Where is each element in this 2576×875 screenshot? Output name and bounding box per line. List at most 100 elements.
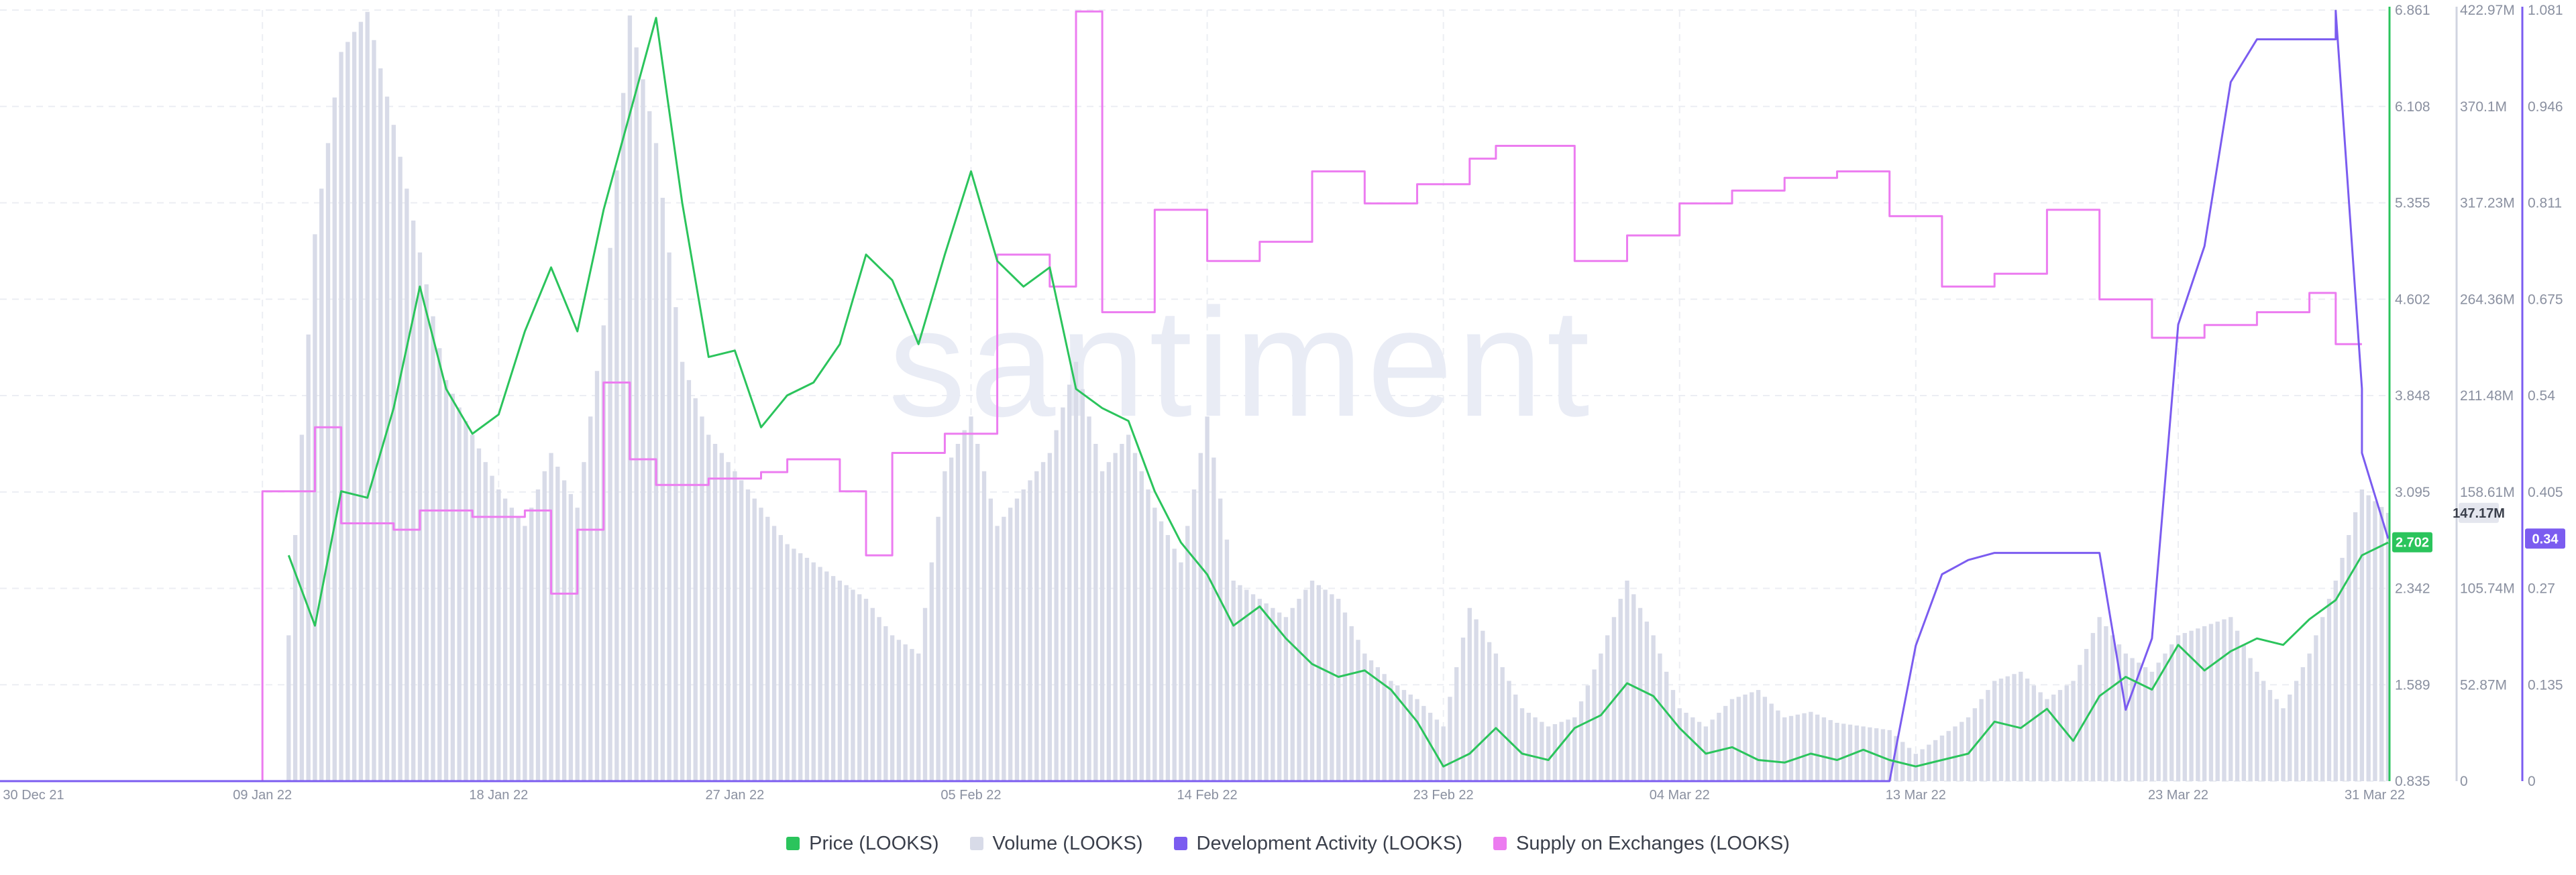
volume-bar <box>2215 622 2220 781</box>
price-value-badge-bg <box>2392 532 2432 552</box>
x-tick-label: 04 Mar 22 <box>1650 788 1710 803</box>
volume-tick-label: 317.23M <box>2460 196 2515 211</box>
price-value-badge-text: 2.702 <box>2396 536 2429 550</box>
volume-bar <box>680 361 685 781</box>
volume-bar <box>2045 699 2049 781</box>
x-tick-label: 13 Mar 22 <box>1886 788 1946 803</box>
volume-bar <box>1939 736 1945 781</box>
volume-bar <box>1540 721 1544 781</box>
volume-bar <box>1336 599 1341 781</box>
volume-bar <box>2084 648 2089 781</box>
legend-item-volume[interactable]: Volume (LOOKS) <box>969 833 1143 855</box>
volume-bar <box>712 444 718 781</box>
volume-bar <box>706 434 711 781</box>
volume-bar <box>2373 501 2377 781</box>
volume-bar <box>1533 717 1538 781</box>
volume-bar <box>686 380 692 781</box>
volume-bar <box>535 489 541 781</box>
supply-swatch-icon <box>1493 837 1507 850</box>
dev_activity-tick-label: 0.811 <box>2528 196 2562 211</box>
legend-item-dev-activity[interactable]: Development Activity (LOOKS) <box>1173 833 1462 855</box>
price-tick-label: 6.861 <box>2395 3 2430 18</box>
volume-bar <box>496 489 501 781</box>
price-tick-label: 3.848 <box>2395 388 2430 404</box>
price-tick-label: 1.589 <box>2395 677 2430 693</box>
volume-bar <box>1992 681 1997 781</box>
price-tick-label: 0.835 <box>2395 774 2430 789</box>
volume-bar <box>1250 594 1256 781</box>
volume-bar <box>2385 512 2391 781</box>
volume-bar <box>1342 612 1348 781</box>
volume-bar <box>2051 694 2056 781</box>
volume-bar <box>936 516 941 781</box>
volume-bar <box>1087 416 1091 781</box>
legend-item-price[interactable]: Price (LOOKS) <box>786 833 939 855</box>
volume-bar <box>857 594 862 781</box>
volume-bar <box>332 97 337 782</box>
price-value-badge: 2.702 <box>2392 532 2432 552</box>
volume-bar <box>411 220 416 782</box>
volume-value-badge: 147.17M <box>2453 502 2505 523</box>
volume-bar <box>2353 512 2358 781</box>
volume-bar <box>529 508 534 781</box>
volume-bar <box>1316 585 1322 781</box>
volume-bar <box>2314 635 2318 781</box>
volume-bar <box>1218 498 1223 781</box>
dev_activity-tick-label: 0.946 <box>2528 99 2563 115</box>
volume-bar <box>1395 685 1400 781</box>
volume-bar <box>457 407 462 781</box>
volume-bar <box>1841 723 1846 781</box>
volume-bar <box>319 188 324 782</box>
volume-bar <box>575 508 580 781</box>
volume-bar <box>1828 719 1833 781</box>
volume-bar <box>1572 717 1577 781</box>
volume-bar <box>1290 607 1295 781</box>
volume-bar <box>424 284 429 781</box>
supply-on-exchanges-line <box>0 10 2362 782</box>
volume-bar <box>1165 534 1171 781</box>
volume-bar <box>1684 713 1688 781</box>
volume-bar <box>2110 635 2115 781</box>
volume-tick-label: 422.97M <box>2460 3 2515 18</box>
volume-bar <box>1172 548 1177 781</box>
price-tick-label: 2.342 <box>2395 581 2430 597</box>
volume-bar <box>2116 644 2122 781</box>
dev-activity-value-badge: 0.34 <box>2525 528 2565 549</box>
volume-bar <box>372 40 376 781</box>
volume-bar <box>1769 703 1774 781</box>
volume-bar <box>2071 681 2076 781</box>
volume-bar <box>2235 630 2240 781</box>
x-tick-label: 23 Mar 22 <box>2148 788 2208 803</box>
volume-bar <box>1644 622 1650 781</box>
volume-bar <box>1212 457 1216 781</box>
legend-label-supply: Supply on Exchanges (LOOKS) <box>1516 832 1790 854</box>
volume-bar <box>286 635 291 781</box>
volume-bar <box>1998 679 2004 781</box>
volume-bar <box>1375 667 1381 781</box>
volume-bar <box>1625 580 1629 781</box>
dev-activity-value-badge-text: 0.34 <box>2532 532 2559 546</box>
dev_activity-tick-label: 1.081 <box>2528 3 2563 18</box>
volume-bar <box>1474 619 1479 781</box>
volume-bar <box>523 526 527 781</box>
volume-bar <box>1599 653 1603 781</box>
volume-bar <box>1868 727 1872 781</box>
volume-bar <box>621 93 626 782</box>
volume-bar <box>792 548 796 781</box>
volume-bar <box>431 316 435 781</box>
volume-bar <box>870 607 875 781</box>
volume-bar <box>2288 694 2292 781</box>
volume-value-badge-bg <box>2459 502 2499 523</box>
volume-bar <box>1690 717 1695 781</box>
volume-bar <box>1460 637 1466 781</box>
legend-item-supply[interactable]: Supply on Exchanges (LOOKS) <box>1493 833 1790 855</box>
volume-bar <box>1257 599 1262 781</box>
volume-bar <box>2123 653 2128 781</box>
volume-bar <box>647 111 652 781</box>
volume-bar <box>306 334 311 782</box>
volume-bar <box>1493 653 1499 781</box>
volume-bar <box>1297 599 1301 781</box>
volume-bar <box>325 143 331 781</box>
volume-bar <box>2281 708 2286 781</box>
